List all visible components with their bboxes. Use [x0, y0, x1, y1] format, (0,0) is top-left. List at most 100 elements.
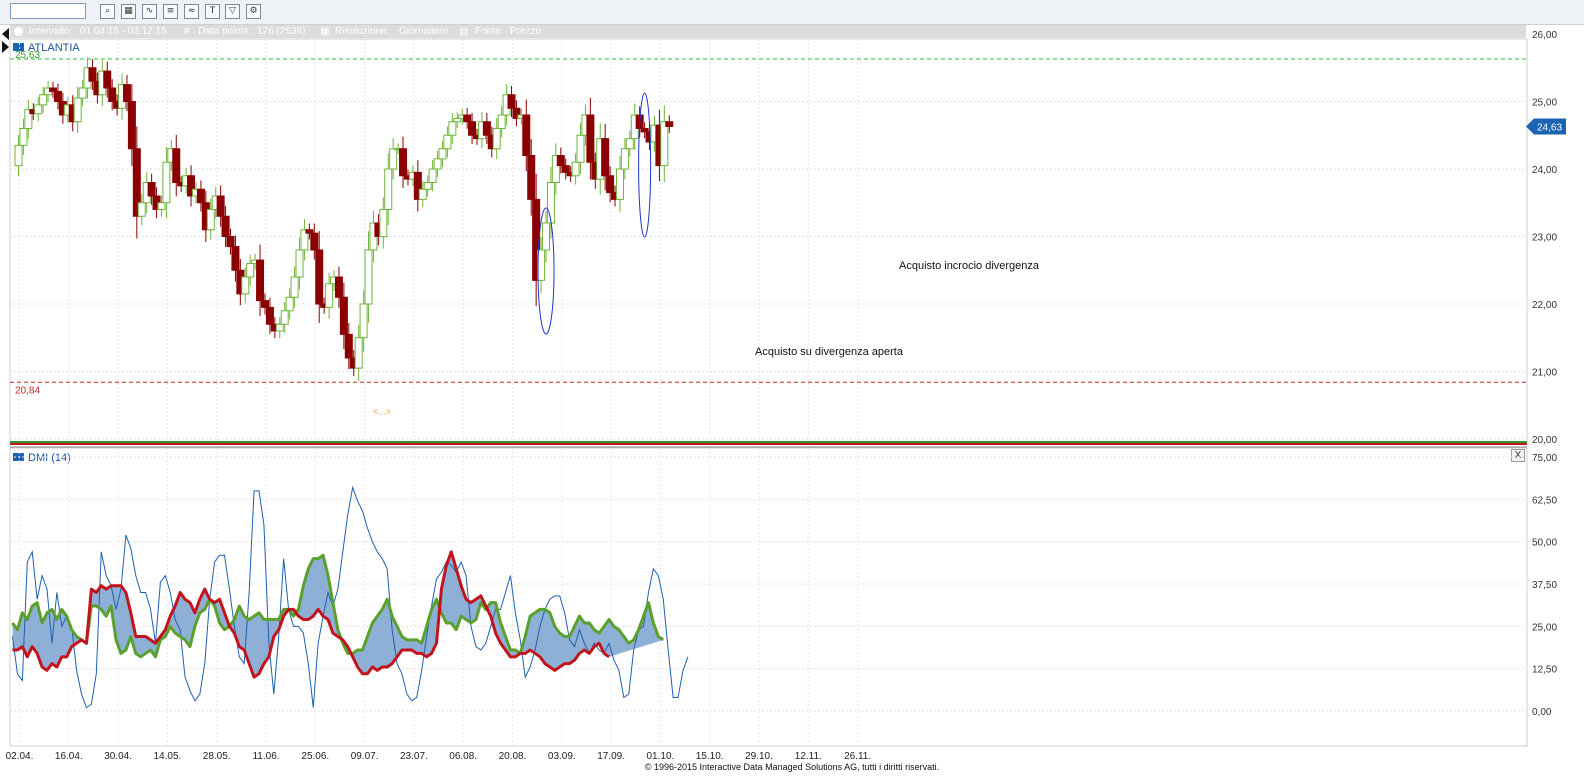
candle-up — [546, 182, 555, 224]
candle-down — [344, 333, 353, 359]
dmi-axis-tick: 75,00 — [1532, 453, 1557, 464]
x-axis-tick: 26.11. — [844, 751, 871, 762]
candle-up — [19, 128, 28, 146]
price-axis-tick: 26,00 — [1532, 30, 1557, 41]
last-price-label: 24,63 — [1537, 122, 1562, 133]
x-axis-tick: 23.07. — [400, 751, 428, 762]
candle-up — [389, 148, 398, 170]
candle-down — [231, 246, 240, 271]
dmi-axis-tick: 12,50 — [1532, 665, 1557, 676]
price-axis-tick: 24,00 — [1532, 165, 1557, 176]
candle-up — [660, 121, 669, 167]
candle-down — [49, 87, 58, 92]
draw-icon[interactable]: ≡ — [163, 4, 178, 19]
max-label: 25,63 — [15, 50, 40, 61]
chart-info-bar: Intervallo: 01.04.15 - 02.12.15 # Data p… — [10, 25, 1526, 38]
candle-down — [315, 249, 324, 305]
candle-up — [448, 121, 457, 136]
candle-down — [512, 107, 521, 119]
datapoints-value: 126 (2538) — [257, 26, 306, 37]
candle-up — [34, 104, 43, 115]
source-label: Fonte: — [475, 26, 504, 37]
chart-type-icon[interactable]: ▦ — [121, 4, 136, 19]
candle-down — [339, 296, 348, 335]
text-icon[interactable]: T — [205, 4, 220, 19]
candle-up — [497, 114, 506, 129]
candle-down — [532, 198, 541, 281]
candle-down — [527, 155, 536, 200]
candle-down — [310, 232, 319, 251]
candle-down — [172, 148, 181, 183]
dmi-axis-tick: 50,00 — [1532, 538, 1557, 549]
candle-down — [127, 101, 136, 150]
candle-up — [542, 222, 551, 251]
candle-up — [325, 283, 334, 308]
resolution-value: Giornaliero — [399, 26, 448, 37]
candle-down — [606, 175, 615, 194]
expand-right-icon[interactable] — [2, 41, 9, 53]
candle-up — [433, 158, 442, 170]
settings-icon[interactable]: ⚙ — [246, 4, 261, 19]
indicator-icon[interactable]: ∿ — [142, 4, 157, 19]
candle-up — [280, 310, 289, 325]
toolbar: ⌕ ▦ ∿ ≡ ≈ T ▽ ⚙ — [0, 0, 1584, 25]
x-axis-tick: 15.10. — [696, 751, 724, 762]
x-axis-tick: 12.11. — [795, 751, 822, 762]
source-value: Prezzo — [510, 26, 542, 37]
candle-down — [399, 148, 408, 177]
zoom-icon[interactable]: ⌕ — [100, 4, 115, 19]
dmi-axis-tick: 62,50 — [1532, 495, 1557, 506]
candle-down — [413, 171, 422, 200]
candle-up — [295, 249, 304, 278]
candle-up — [423, 182, 432, 190]
symbol-search-input[interactable] — [10, 3, 86, 19]
dmi-panel-frame — [9, 447, 1528, 747]
datapoints-icon: # — [184, 26, 190, 37]
candle-down — [522, 114, 531, 156]
x-axis-tick: 29.10. — [745, 751, 773, 762]
candle-down — [226, 236, 235, 248]
candle-down — [468, 121, 477, 136]
candle-up — [615, 168, 624, 200]
candle-down — [561, 165, 570, 173]
dmi-axis-tick: 37,50 — [1532, 580, 1557, 591]
candle-down — [187, 175, 196, 197]
candle-up — [39, 94, 48, 106]
close-panel-button[interactable]: X — [1511, 449, 1525, 462]
candle-down — [507, 94, 516, 109]
candle-down — [665, 121, 674, 127]
dmi-axis-tick: 25,00 — [1532, 622, 1557, 633]
x-axis-tick: 11.06. — [252, 751, 279, 762]
candle-down — [463, 114, 472, 123]
cross-divergence-ellipse — [638, 92, 652, 238]
adx-line — [12, 485, 689, 709]
candle-down — [53, 90, 62, 102]
source-icon: ▤ — [459, 26, 469, 37]
annotation-icon[interactable]: ≈ — [184, 4, 199, 19]
candle-up — [206, 209, 215, 231]
candle-down — [103, 70, 112, 89]
di-minus-line — [12, 550, 610, 679]
candle-down — [586, 114, 595, 163]
candle-down — [640, 128, 649, 133]
x-axis-tick: 30.04. — [104, 751, 132, 762]
price-axis-tick: 20,00 — [1532, 435, 1557, 446]
candle-up — [78, 87, 87, 99]
collapse-left-icon[interactable] — [2, 28, 9, 40]
clock-icon — [14, 27, 23, 36]
candle-up — [137, 202, 146, 217]
candle-up — [453, 117, 462, 123]
x-axis-tick: 16.04. — [55, 751, 83, 762]
x-axis-tick: 20.08. — [499, 751, 527, 762]
candle-down — [132, 148, 141, 217]
candle-up — [246, 263, 255, 278]
candle-up — [443, 134, 452, 150]
candle-up — [625, 138, 634, 150]
candle-up — [14, 144, 23, 167]
candle-up — [359, 303, 368, 339]
candle-down — [556, 155, 565, 167]
comment-icon[interactable]: ▽ — [225, 4, 240, 19]
candle-up — [438, 148, 447, 160]
dmi-axis-tick: 0,00 — [1532, 707, 1552, 718]
candle-down — [265, 306, 274, 325]
